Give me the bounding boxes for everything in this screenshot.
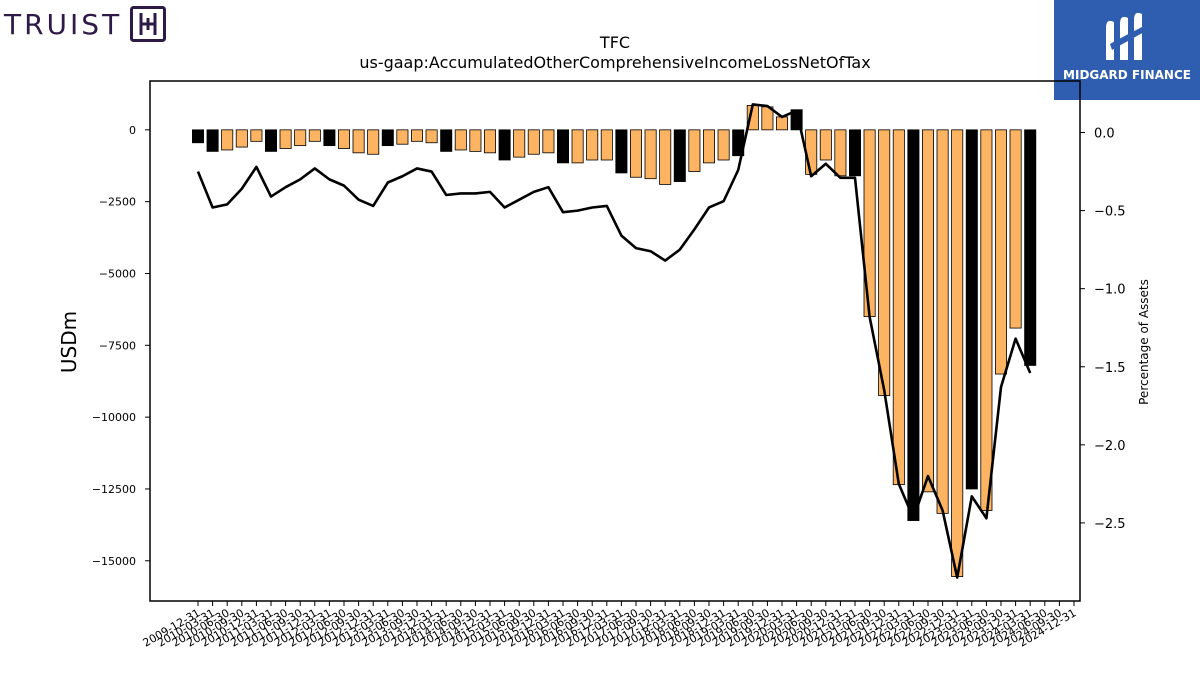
bar: [630, 129, 643, 178]
bar: [936, 129, 949, 514]
bar: [381, 129, 394, 147]
bar: [279, 129, 292, 149]
bar: [352, 129, 365, 154]
bar: [513, 129, 526, 158]
bar: [892, 129, 905, 486]
midgard-m-icon: [1106, 12, 1148, 60]
bar: [849, 129, 862, 177]
y2-tick-label: −1.5: [1094, 361, 1126, 376]
y2-tick-label: 0.0: [1094, 127, 1115, 142]
percent-line-series: [196, 103, 1032, 579]
bar: [527, 129, 540, 155]
bar: [586, 129, 599, 161]
bar: [294, 129, 307, 147]
y2-tick-label: −0.5: [1094, 205, 1126, 220]
chart-title: TFC: [599, 33, 630, 52]
bar: [819, 129, 832, 161]
bar: [980, 129, 993, 511]
chart-subtitle: us-gaap:AccumulatedOtherComprehensiveInc…: [359, 53, 870, 72]
truist-logo: TRUIST: [4, 4, 167, 44]
bar: [600, 129, 613, 161]
bar: [410, 129, 423, 142]
bar: [483, 129, 496, 154]
bar: [776, 116, 789, 131]
bar: [907, 129, 920, 521]
bar: [542, 129, 555, 154]
midgard-finance-wordmark: MIDGARD FINANCE: [1063, 68, 1191, 82]
y-tick-label: −12500: [92, 483, 136, 496]
bar: [498, 129, 511, 161]
x-axis-ticks: 2009-12-312010-03-312010-06-302010-09-30…: [141, 601, 1079, 650]
bar: [615, 129, 628, 174]
y2-tick-label: −2.5: [1094, 517, 1126, 532]
bar: [221, 129, 234, 151]
truist-h-mark-icon: [130, 6, 167, 42]
truist-wordmark: TRUIST: [4, 7, 123, 41]
bar: [440, 129, 453, 152]
percent-of-assets-line: [196, 103, 1032, 579]
y-axis-label: USDm: [57, 311, 81, 373]
bar: [659, 129, 672, 185]
plot-frame: [149, 80, 1081, 602]
bar: [1009, 129, 1022, 329]
y-tick-label: −10000: [92, 411, 136, 424]
y2-tick-label: −1.0: [1094, 283, 1126, 298]
y-tick-label: −2500: [99, 196, 136, 209]
bar: [951, 129, 964, 577]
y-tick-label: −5000: [99, 267, 136, 280]
bar: [250, 129, 263, 142]
bar: [834, 129, 847, 177]
bar: [264, 129, 277, 152]
bar: [717, 129, 730, 161]
midgard-finance-badge: MIDGARD FINANCE: [1054, 0, 1200, 100]
y-tick-label: −15000: [92, 555, 136, 568]
bar: [922, 129, 935, 493]
bar: [396, 129, 409, 145]
bar: [644, 129, 657, 180]
y-tick-label: 0: [129, 124, 136, 137]
bar: [878, 129, 891, 396]
bar: [308, 129, 321, 142]
bar: [673, 129, 686, 182]
bar: [323, 129, 336, 147]
y2-axis-label: Percentage of Assets: [1137, 279, 1151, 405]
bar: [703, 129, 716, 164]
bar: [191, 129, 204, 144]
bar-series: [191, 105, 1037, 577]
bar: [571, 129, 584, 164]
bar: [425, 129, 438, 144]
bar: [454, 129, 467, 151]
y-tick-label: −7500: [99, 339, 136, 352]
left-axis-ticks: 0 −2500 −5000 −7500 −10000 −12500 −15000: [92, 124, 150, 568]
bar: [469, 129, 482, 152]
bar: [367, 129, 380, 155]
bar: [337, 129, 350, 149]
bar: [206, 129, 219, 152]
bar: [557, 129, 570, 164]
bar: [805, 129, 818, 175]
bar: [235, 129, 248, 148]
bar: [965, 129, 978, 490]
y2-tick-label: −2.0: [1094, 439, 1126, 454]
bar: [995, 129, 1008, 375]
right-axis-ticks: 0.0 −0.5 −1.0 −1.5 −2.0 −2.5: [1080, 127, 1126, 532]
bar: [1024, 129, 1037, 366]
bar: [688, 129, 701, 172]
